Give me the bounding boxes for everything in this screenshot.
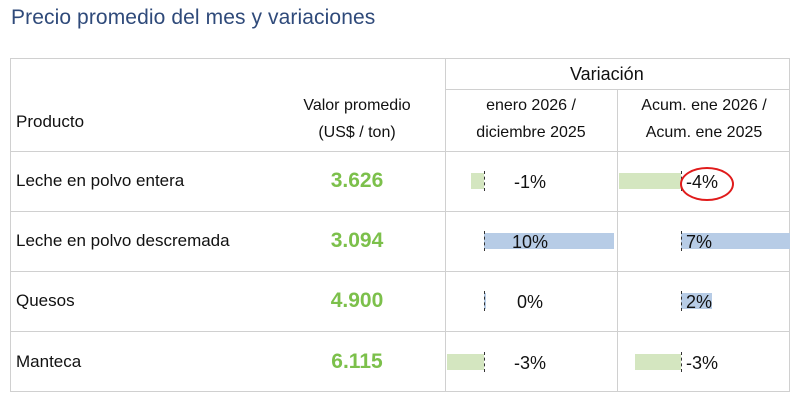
- mensual-axis-tick: [484, 171, 485, 191]
- mensual-cell: -3%: [513, 353, 546, 373]
- acum-header-line2: Acum. ene 2025: [645, 124, 763, 141]
- producto-cell: Quesos: [16, 291, 75, 310]
- valor-cell: 4.900: [330, 289, 384, 312]
- column-divider: [617, 89, 618, 392]
- mensual-bar: [484, 233, 614, 249]
- valor-cell: 3.626: [330, 169, 384, 192]
- acum-axis-tick: [681, 291, 682, 311]
- acum-header-line1: Acum. ene 2026 /: [641, 97, 767, 114]
- mensual-axis-tick: [484, 291, 485, 311]
- mensual-bar: [484, 293, 486, 309]
- acum-bar: [619, 173, 681, 189]
- valor-cell: 6.115: [331, 350, 383, 373]
- page-title: Precio promedio del mes y variaciones: [11, 6, 376, 29]
- acum-cell: 7%: [686, 232, 713, 252]
- mensual-axis-tick: [484, 231, 485, 251]
- acum-cell: -3%: [686, 353, 719, 373]
- acum-axis-tick: [681, 352, 682, 372]
- acum-bar: [681, 233, 790, 249]
- mensual-header-line2: diciembre 2025: [476, 124, 586, 141]
- mensual-bar: [447, 354, 484, 370]
- mensual-bar: [471, 173, 484, 189]
- producto-header: Producto: [16, 112, 85, 131]
- valor-cell: 3.094: [330, 229, 384, 252]
- acum-axis-tick: [681, 231, 682, 251]
- mensual-axis-tick: [484, 352, 485, 372]
- highlight-circle: [680, 167, 734, 201]
- acum-bar: [681, 293, 712, 309]
- valor-header-line2: (US$ / ton): [318, 124, 396, 141]
- column-divider: [445, 58, 446, 392]
- mensual-cell: -1%: [513, 172, 546, 192]
- row-divider: [10, 211, 790, 212]
- row-divider: [10, 331, 790, 332]
- row-divider: [10, 271, 790, 272]
- acum-cell: 2%: [686, 292, 713, 312]
- mensual-cell: 0%: [516, 292, 543, 312]
- header-bottom-divider: [10, 151, 790, 152]
- mensual-header-line1: enero 2026 /: [486, 97, 576, 114]
- price-variation-table: [10, 58, 790, 392]
- mensual-cell: 10%: [511, 232, 549, 252]
- variacion-header: Variación: [570, 64, 644, 84]
- acum-bar: [634, 354, 681, 370]
- producto-cell: Leche en polvo entera: [16, 171, 185, 190]
- valor-header-line1: Valor promedio: [303, 97, 411, 114]
- producto-cell: Manteca: [16, 352, 82, 371]
- producto-cell: Leche en polvo descremada: [16, 231, 230, 250]
